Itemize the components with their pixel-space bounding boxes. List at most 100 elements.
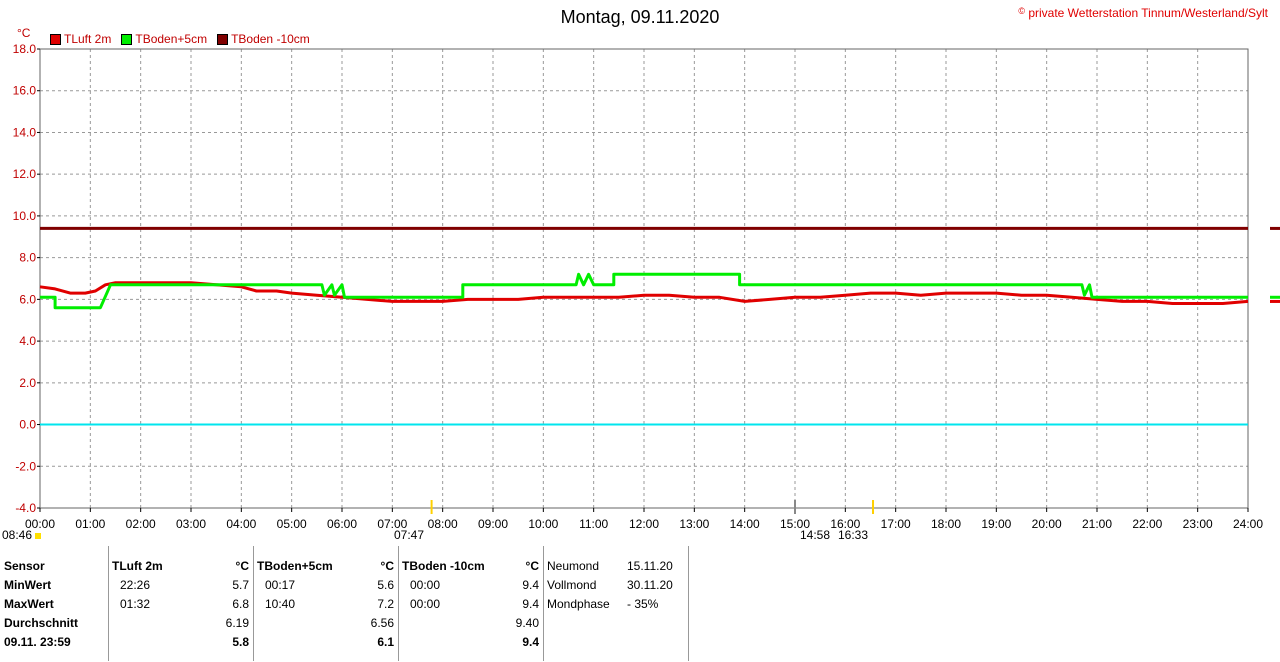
y-tick-label: 6.0 <box>19 292 36 306</box>
moonset-time: 14:58 <box>800 528 830 542</box>
table-divider <box>398 546 399 661</box>
x-tick-label: 21:00 <box>1082 517 1112 531</box>
moonrise-time: 07:47 <box>394 528 424 542</box>
vollmond-label: Vollmond <box>547 577 597 592</box>
max-time-tluft: 01:32 <box>120 596 151 611</box>
avg-label: Durchschnitt <box>4 615 79 630</box>
x-tick-label: 07:00 <box>377 517 407 531</box>
temperature-chart: 18.0 16.0 14.0 12.0 10.0 8.0 6.0 4.0 2.0 0.0 -2.0 -… <box>13 42 1280 531</box>
current-value-tboden10: 9.4 <box>522 634 539 649</box>
moonrise-value: 07:47 <box>394 528 425 542</box>
min-value-tboden10: 9.4 <box>522 577 539 592</box>
current-value-tboden5: 6.1 <box>377 634 394 649</box>
x-tick-label: 08:00 <box>428 517 458 531</box>
sunset-value: 16:33 <box>838 528 869 542</box>
min-label: MinWert <box>4 577 52 592</box>
max-value-tluft: 6.8 <box>232 596 249 611</box>
x-tick-label: 18:00 <box>931 517 961 531</box>
copyright-symbol: © <box>1018 6 1025 16</box>
legend-swatch-tluft <box>50 33 61 45</box>
avg-value-tboden5: 6.56 <box>370 615 394 630</box>
col-name-tboden10: TBoden -10cm <box>402 558 485 573</box>
legend-item-tboden10: TBoden -10cm <box>217 32 310 46</box>
y-tick-label: -4.0 <box>15 501 36 515</box>
x-tick-label: 16:00 <box>830 517 860 531</box>
y-tick-label: 10.0 <box>13 209 37 223</box>
current-value-tluft: 5.8 <box>232 634 249 649</box>
x-tick-label: 03:00 <box>176 517 206 531</box>
neumond-value: 15.11.20 <box>627 558 673 573</box>
series-line-tluft <box>39 281 1249 305</box>
y-axis-unit: °C <box>17 26 31 40</box>
max-label: MaxWert <box>4 596 54 611</box>
sun-icon <box>35 533 42 539</box>
x-tick-label: 24:00 <box>1233 517 1263 531</box>
current-row: 09.11. 23:59 5.8 6.1 9.4 <box>0 632 690 651</box>
min-time-tboden5: 00:17 <box>265 577 296 592</box>
sunrise-time: 08:46 <box>2 528 42 542</box>
max-time-tboden10: 00:00 <box>410 596 441 611</box>
y-tick-label: 8.0 <box>19 251 36 265</box>
y-tick-label: 4.0 <box>19 334 36 348</box>
x-tick-label: 22:00 <box>1132 517 1162 531</box>
series-line-tboden5 <box>40 272 1248 310</box>
legend-swatch-tboden10 <box>217 33 229 45</box>
x-tick-label: 06:00 <box>327 517 357 531</box>
mondphase-label: Mondphase <box>547 596 610 611</box>
x-tick-label: 11:00 <box>579 517 608 531</box>
sunset-time: 16:33 <box>838 528 868 542</box>
x-tick-label: 15:00 <box>780 517 810 531</box>
table-header-row: Sensor TLuft 2m °C TBoden+5cm °C TBoden … <box>0 546 690 575</box>
sensor-label: Sensor <box>4 558 45 573</box>
max-value-tboden5: 7.2 <box>377 596 394 611</box>
y-tick-label: 14.0 <box>13 125 37 139</box>
y-tick-label: -2.0 <box>15 459 36 473</box>
avg-value-tluft: 6.19 <box>225 615 249 630</box>
x-tick-label: 17:00 <box>881 517 911 531</box>
y-tick-label: 0.0 <box>19 418 36 432</box>
x-tick-label: 14:00 <box>730 517 760 531</box>
min-time-tluft: 22:26 <box>120 577 151 592</box>
page-title: Montag, 09.11.2020 <box>560 7 720 27</box>
legend-item-tboden5: TBoden+5cm <box>121 32 207 46</box>
moonset-value: 14:58 <box>800 528 831 542</box>
x-tick-label: 09:00 <box>478 517 508 531</box>
avg-row: Durchschnitt 6.19 6.56 9.40 <box>0 613 690 632</box>
max-value-tboden10: 9.4 <box>522 596 539 611</box>
x-tick-label: 00:00 <box>25 517 55 531</box>
x-tick-label: 23:00 <box>1183 517 1213 531</box>
y-tick-label: 2.0 <box>19 376 36 390</box>
avg-value-tboden10: 9.40 <box>515 615 539 630</box>
x-tick-label: 05:00 <box>277 517 307 531</box>
y-tick-label: 12.0 <box>13 167 37 181</box>
col-name-tboden5: TBoden+5cm <box>257 558 333 573</box>
legend-label-tboden10: TBoden -10cm <box>231 32 310 46</box>
max-row: MaxWert 01:32 6.8 10:40 7.2 00:00 9.4 Mo… <box>0 594 690 613</box>
col-unit-tluft: °C <box>235 558 249 573</box>
vollmond-value: 30.11.20 <box>627 577 673 592</box>
legend-label-tboden5: TBoden+5cm <box>135 32 208 46</box>
x-tick-label: 01:00 <box>75 517 105 531</box>
y-tick-label: 16.0 <box>13 84 37 98</box>
y-tick-label: 18.0 <box>13 42 37 56</box>
col-unit-tboden10: °C <box>525 558 539 573</box>
col-name-tluft: TLuft 2m <box>112 558 163 573</box>
x-tick-label: 12:00 <box>629 517 659 531</box>
table-divider <box>253 546 254 661</box>
min-value-tluft: 5.7 <box>232 577 249 592</box>
current-label: 09.11. 23:59 <box>4 634 71 649</box>
min-value-tboden5: 5.6 <box>377 577 394 592</box>
copyright-text: private Wetterstation Tinnum/Westerland/… <box>1028 6 1268 20</box>
table-divider <box>543 546 544 661</box>
table-divider <box>688 546 689 661</box>
col-unit-tboden5: °C <box>380 558 394 573</box>
copyright-notice: © private Wetterstation Tinnum/Westerlan… <box>1018 6 1268 20</box>
x-tick-label: 02:00 <box>126 517 156 531</box>
sunrise-value: 08:46 <box>2 528 33 542</box>
legend-swatch-tboden5 <box>121 33 133 45</box>
x-tick-label: 10:00 <box>528 517 558 531</box>
x-tick-label: 04:00 <box>226 517 256 531</box>
stats-table: Sensor TLuft 2m °C TBoden+5cm °C TBoden … <box>0 546 690 651</box>
neumond-label: Neumond <box>547 558 600 573</box>
chart-legend: TLuft 2m TBoden+5cm TBoden -10cm <box>50 32 310 46</box>
